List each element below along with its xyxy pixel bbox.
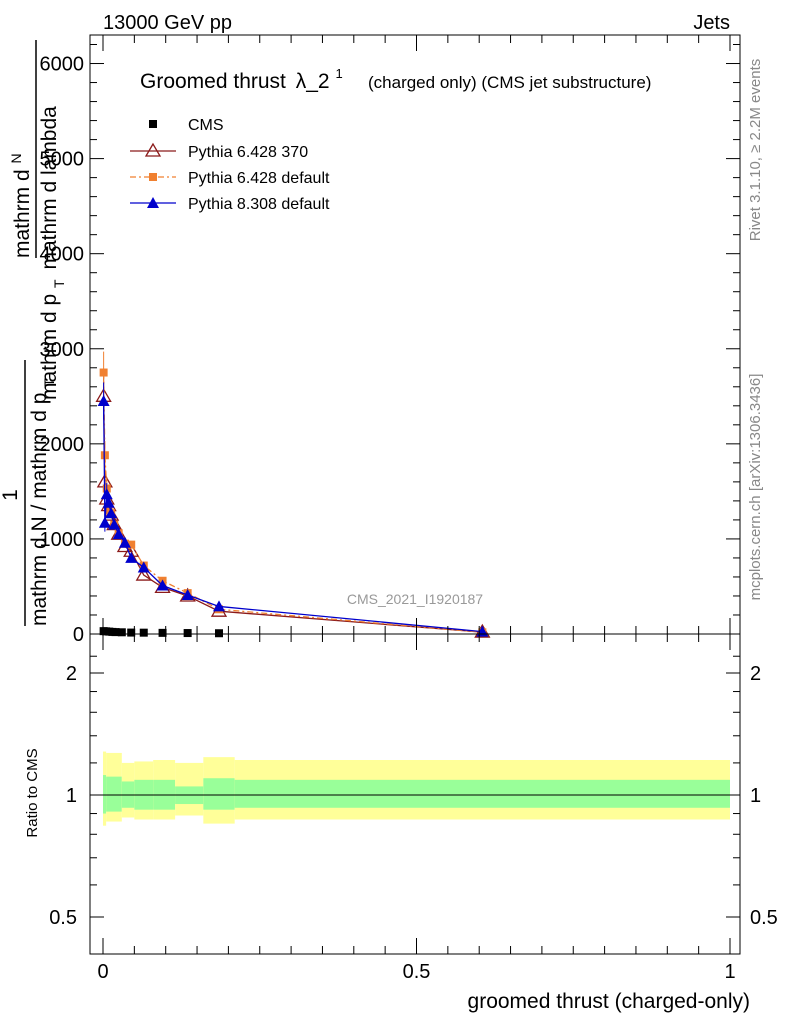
title-main: Groomed thrust bbox=[140, 70, 286, 93]
main-y-ticks: 0 1000 2000 3000 4000 5000 6000 bbox=[40, 44, 740, 646]
ylabel-top-line: mathrm d N bbox=[8, 153, 34, 258]
data-point bbox=[139, 628, 148, 637]
data-point bbox=[100, 488, 113, 500]
legend-label: Pythia 8.308 default bbox=[188, 196, 330, 213]
title-lambda: λ_2 bbox=[296, 70, 330, 93]
data-point bbox=[127, 628, 136, 637]
title-suffix: (charged only) (CMS jet substructure) bbox=[368, 73, 651, 92]
ratio-panel: 0.5 0.51 12 2 0 0.5 1 Ratio to CMS groomed th… bbox=[24, 633, 778, 1013]
main-plot-area bbox=[95, 351, 491, 638]
ylabel-right: mathrm d p bbox=[38, 294, 61, 400]
data-point bbox=[99, 368, 108, 377]
data-point bbox=[135, 566, 152, 581]
data-point bbox=[183, 629, 192, 638]
y-tick-label: 0 bbox=[73, 624, 84, 646]
data-point bbox=[181, 589, 194, 601]
ratio-y-tick-label-right: 0.5 bbox=[750, 907, 778, 929]
title-sup: 1 bbox=[335, 66, 342, 81]
ratio-y-tick-label: 0.5 bbox=[49, 907, 77, 929]
ratio-y-tick-label: 1 bbox=[66, 785, 77, 807]
x-tick-label: 0 bbox=[97, 961, 108, 983]
y-tick-label: 6000 bbox=[40, 54, 85, 76]
data-point bbox=[214, 629, 223, 638]
ratio-frame bbox=[89, 633, 741, 955]
main-x-ticks bbox=[102, 35, 731, 634]
mcplots-label: mcplots.cern.ch [arXiv:1306.3436] bbox=[747, 374, 764, 601]
legend-label: CMS bbox=[188, 117, 224, 134]
main-title: Groomed thrust λ_2 1 bbox=[140, 66, 343, 93]
ylabel-one: 1 bbox=[0, 489, 22, 501]
ratio-inner-band bbox=[203, 778, 235, 810]
legend-label: Pythia 6.428 default bbox=[188, 170, 330, 187]
ratio-y-tick-label: 2 bbox=[66, 663, 77, 685]
ylabel-tail: mathrm d lambda bbox=[38, 106, 61, 270]
data-point bbox=[105, 507, 118, 519]
ratio-inner-band bbox=[106, 776, 122, 812]
data-point bbox=[156, 579, 169, 591]
y-tick-label: 2000 bbox=[40, 434, 85, 456]
legend-marker bbox=[149, 120, 157, 128]
ylabel-bottom-line: mathrm d N / mathrm d p T bbox=[28, 378, 57, 626]
ratio-y-tick-label-right: 2 bbox=[750, 663, 761, 685]
data-point bbox=[97, 395, 110, 407]
data-point bbox=[98, 516, 111, 528]
x-axis-label: groomed thrust (charged-only) bbox=[468, 990, 750, 1013]
data-point bbox=[112, 528, 125, 540]
legend-label: Pythia 6.428 370 bbox=[188, 144, 308, 161]
ratio-y-ticks: 0.5 0.5 1 1 2 2 bbox=[49, 655, 778, 929]
ratio-plot-area bbox=[90, 751, 740, 826]
ylabel-right-line: mathrm d p T mathrm d lambda bbox=[38, 106, 69, 400]
ratio-x-ticks: 0 0.5 1 bbox=[97, 634, 736, 983]
ylabel-n: N bbox=[8, 153, 24, 163]
data-point bbox=[100, 451, 109, 460]
main-y-label: mathrm d N mathrm d p T mathrm d lambda … bbox=[0, 40, 69, 626]
y-tick-label: 3000 bbox=[40, 339, 85, 361]
legend: CMS Pythia 6.428 370 Pythia 6.428 default P… bbox=[130, 117, 330, 213]
data-point bbox=[137, 561, 150, 573]
ratio-y-tick-label-right: 1 bbox=[750, 785, 761, 807]
main-panel: 0 1000 2000 3000 4000 5000 6000 Groomed thrust… bbox=[0, 34, 741, 646]
data-point bbox=[111, 628, 120, 637]
legend-marker bbox=[144, 142, 162, 157]
ylabel-sub: T bbox=[51, 279, 67, 288]
x-tick-label: 1 bbox=[724, 961, 735, 983]
legend-marker bbox=[149, 173, 157, 181]
y-tick-label: 4000 bbox=[40, 244, 85, 266]
data-point bbox=[212, 600, 225, 612]
data-point bbox=[118, 536, 131, 548]
ratio-inner-band bbox=[103, 775, 107, 814]
ylabel-bottom: mathrm d N / mathrm d p bbox=[28, 393, 51, 626]
ylabel-bottom-sub: T bbox=[41, 378, 57, 387]
data-point bbox=[108, 518, 121, 530]
data-point bbox=[117, 628, 126, 637]
energy-label: 13000 GeV pp bbox=[103, 12, 232, 34]
x-tick-label: 0.5 bbox=[403, 961, 431, 983]
analysis-tag: CMS_2021_I1920187 bbox=[347, 591, 483, 607]
y-tick-label: 5000 bbox=[40, 149, 85, 171]
category-label: Jets bbox=[693, 12, 730, 34]
data-point bbox=[127, 540, 136, 549]
ratio-inner-band bbox=[234, 779, 731, 808]
y-tick-label: 1000 bbox=[40, 529, 85, 551]
data-point bbox=[125, 551, 138, 563]
legend-marker bbox=[147, 197, 159, 208]
ratio-y-label: Ratio to CMS bbox=[24, 748, 41, 837]
data-point bbox=[158, 628, 167, 637]
data-point bbox=[102, 496, 115, 508]
rivet-label: Rivet 3.1.10, ≥ 2.2M events bbox=[747, 59, 764, 242]
ylabel-top: mathrm d bbox=[11, 169, 34, 258]
